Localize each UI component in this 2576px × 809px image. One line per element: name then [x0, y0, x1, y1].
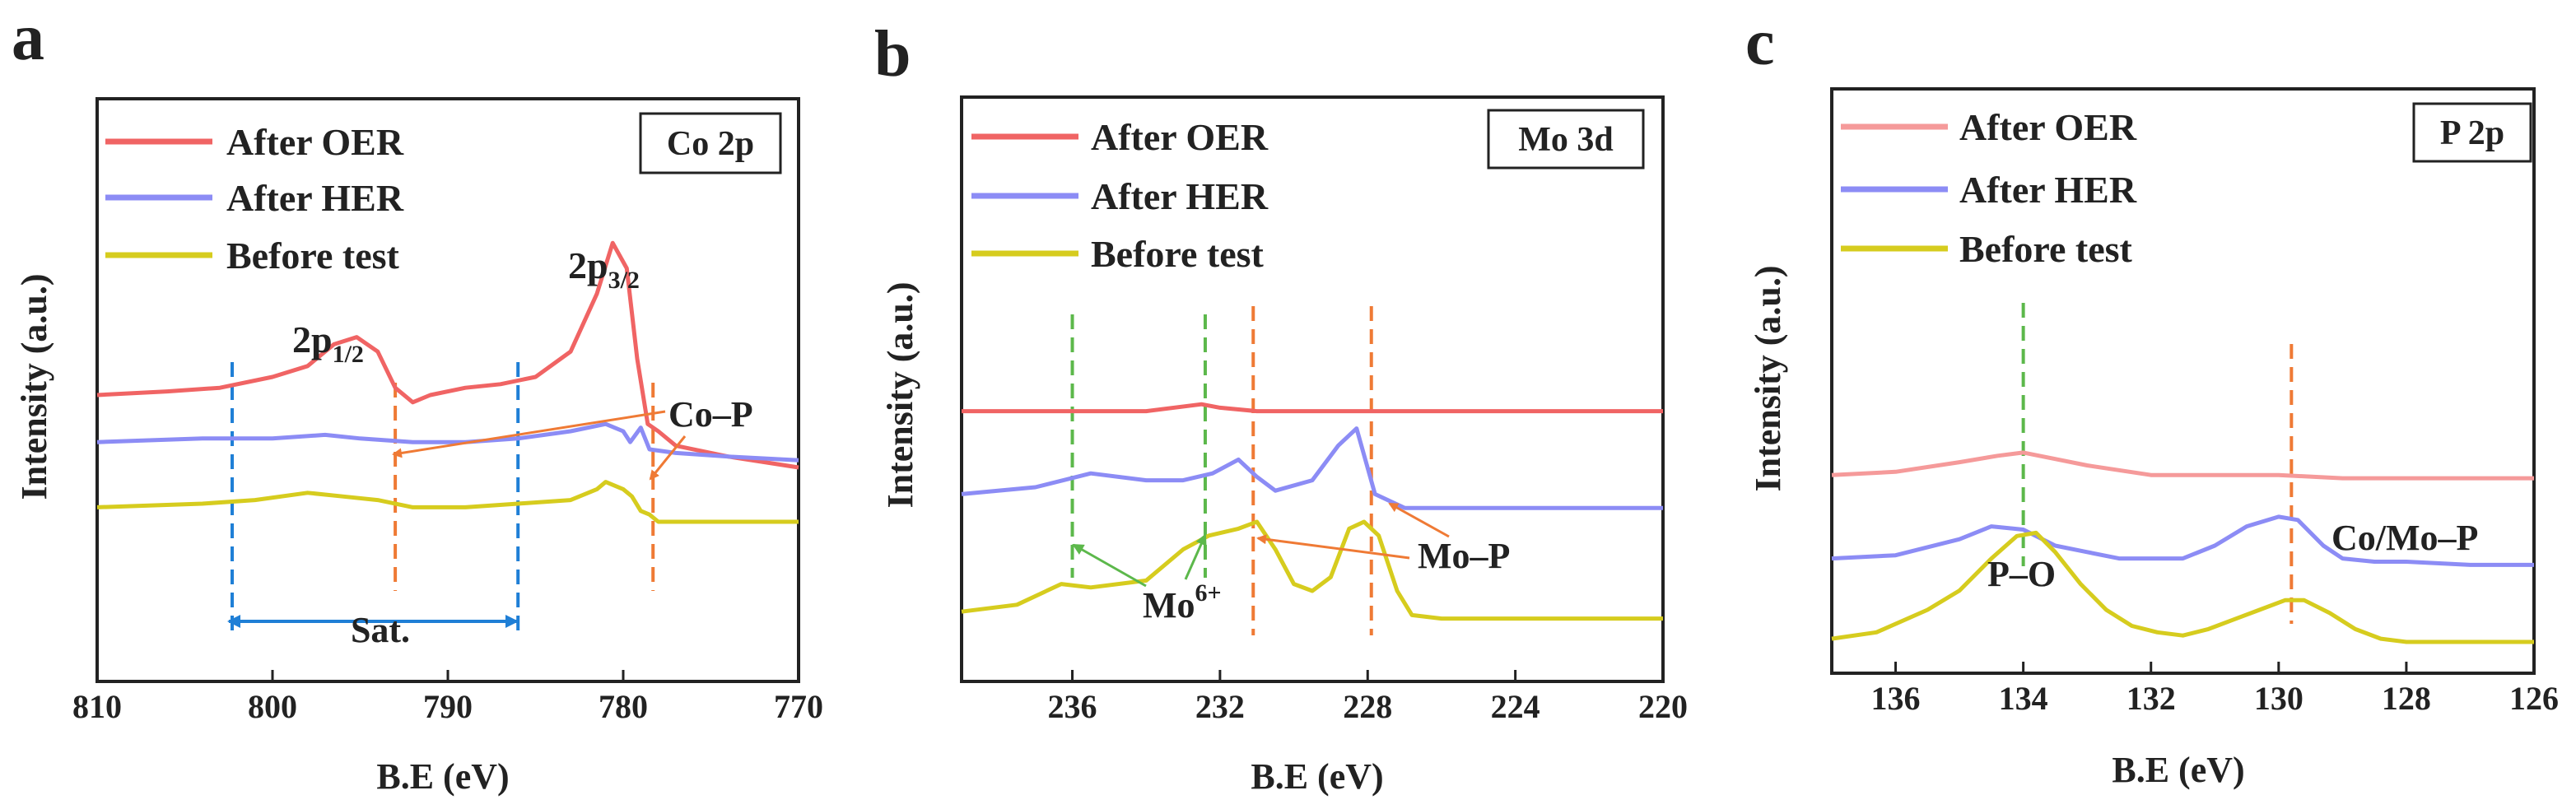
series-before-test-line: [96, 480, 799, 524]
mo-p-annotation: Mo–P: [1418, 536, 1510, 576]
panel-b-xtick-label: 236: [1048, 688, 1097, 725]
legend-label-after-oer: After OER: [1959, 106, 2137, 148]
mo-p-arrow-lower: [1256, 534, 1410, 560]
mo6-arrow-left: [1072, 543, 1147, 588]
panel-c-xtick-labels: 136 134 132 130 128 126: [1871, 680, 2559, 717]
legend-label-before-test: Before test: [1959, 228, 2133, 270]
panel-b-xtick-labels: 236 232 228 224 220: [1048, 688, 1688, 725]
panel-a-xtick-label: 810: [72, 688, 122, 725]
panel-a-ylabel: Intensity (a.u.): [14, 273, 54, 500]
panel-b-ylabel: Intensity (a.u.): [880, 281, 920, 508]
panel-a-ticks: [95, 670, 800, 681]
panel-b-frame: [960, 95, 1665, 683]
panel-c-xlabel: B.E (eV): [2112, 750, 2244, 790]
panel-c-frame: [1830, 87, 2536, 675]
panel-c-box-label: P 2p: [2440, 114, 2504, 152]
legend-label-after-her: After HER: [1959, 169, 2137, 211]
co-p-arrow-left: [392, 410, 666, 458]
legend-label-after-her: After HER: [1091, 175, 1269, 217]
legend-label-after-her: After HER: [226, 177, 404, 219]
panel-b-xtick-label: 228: [1343, 688, 1392, 725]
mo6-arrow-right: [1184, 533, 1207, 580]
panel-c-plot: [1830, 87, 2536, 675]
panel-a-label: a: [12, 2, 44, 74]
panel-c-markers: [2021, 303, 2294, 624]
panel-a-box-label-frame: [639, 112, 782, 174]
panel-c-ticks: [1894, 662, 2536, 673]
panel-c-xtick-label: 136: [1871, 680, 1921, 717]
panel-c-box-label-frame: [2412, 102, 2532, 163]
panel-b: b Intensity (a.u.) B.E (eV) 236 232 228 …: [874, 18, 1688, 797]
panel-a-box-label: Co 2p: [667, 125, 754, 163]
series-after-her-line: [1831, 514, 2534, 567]
legend-label-before-test: Before test: [1091, 233, 1265, 275]
series-after-oer-line: [1831, 450, 2534, 481]
panel-b-label: b: [874, 18, 911, 91]
panel-a-xtick-label: 790: [423, 688, 473, 725]
panel-b-xtick-label: 224: [1491, 688, 1540, 725]
legend-label-after-oer: After OER: [1091, 116, 1269, 158]
panel-a-xtick-label: 770: [774, 688, 823, 725]
panel-c-label: c: [1745, 7, 1775, 79]
panel-c-xtick-label: 134: [1999, 680, 2048, 717]
mo6-annotation: Mo6+: [1143, 579, 1222, 625]
panel-a-plot: [95, 97, 800, 683]
panel-b-box-label-frame: [1487, 109, 1645, 170]
legend-label-before-test: Before test: [226, 235, 400, 277]
panel-c-xtick-label: 128: [2382, 680, 2431, 717]
panel-c-xtick-label: 132: [2126, 680, 2176, 717]
series-before-test-line: [961, 519, 1663, 621]
panel-a-xtick-labels: 810 800 790 780 770: [72, 688, 823, 725]
co-p-annotation: Co–P: [668, 394, 753, 435]
panel-a-markers: [231, 362, 655, 638]
panel-a-xlabel: B.E (eV): [376, 756, 509, 797]
panel-a-legend: After OER After HER Before test: [105, 121, 404, 277]
panel-b-legend: After OER After HER Before test: [971, 116, 1269, 275]
panel-a-frame: [95, 97, 800, 683]
series-after-oer-line: [96, 240, 799, 470]
series-before-test-line: [1831, 530, 2534, 644]
panel-b-plot: [960, 95, 1665, 683]
panel-c-legend: After OER After HER Before test: [1841, 106, 2137, 270]
panel-b-ticks: [1071, 670, 1665, 681]
panel-a-xtick-label: 780: [599, 688, 648, 725]
panel-c-ylabel: Intensity (a.u.): [1748, 265, 1788, 491]
panel-b-xtick-label: 220: [1638, 688, 1688, 725]
panel-a-xtick-label: 800: [248, 688, 297, 725]
panel-c-xtick-label: 126: [2509, 680, 2559, 717]
legend-label-after-oer: After OER: [226, 121, 404, 163]
p-o-annotation: P–O: [1987, 554, 2056, 594]
panel-b-xtick-label: 232: [1195, 688, 1245, 725]
peak-2p32-annotation: 2p3/2: [568, 244, 640, 294]
series-after-oer-line: [962, 402, 1663, 414]
panel-b-box-label: Mo 3d: [1518, 121, 1614, 159]
co-mo-p-annotation: Co/Mo–P: [2331, 518, 2478, 558]
panel-a: a Intensity (a.u.) B.E (eV) 810 800 790 …: [12, 2, 823, 797]
panel-c: c Intensity (a.u.) B.E (eV) 136 134 132 …: [1745, 7, 2559, 790]
co-p-arrow-right: [649, 435, 687, 481]
sat-annotation: Sat.: [351, 610, 410, 650]
panel-c-xtick-label: 130: [2254, 680, 2303, 717]
series-after-her-line: [96, 421, 799, 463]
peak-2p12-annotation: 2p1/2: [292, 318, 364, 368]
series-after-her-line: [961, 426, 1663, 510]
panel-b-xlabel: B.E (eV): [1251, 756, 1383, 797]
mo-p-arrow-upper: [1388, 502, 1450, 538]
